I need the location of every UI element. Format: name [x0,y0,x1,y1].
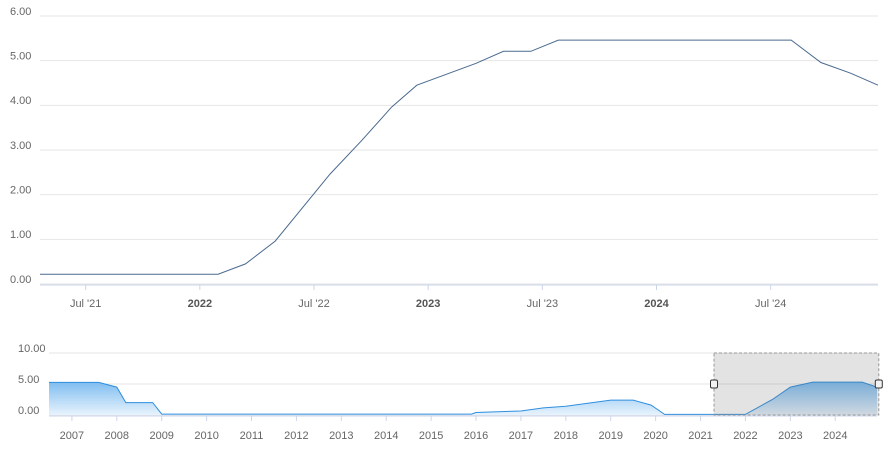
y-tick-label: 2.00 [10,185,31,197]
x-tick-label: 2024 [644,298,669,310]
navigator-handle[interactable] [710,379,719,389]
y-tick-label: 10.00 [18,343,46,355]
x-tick-label: 2024 [823,430,847,442]
x-tick-label: Jul '21 [70,298,101,310]
y-tick-label: 0.00 [18,405,39,417]
x-tick-label: 2018 [554,430,578,442]
navigator-handle[interactable] [874,379,883,389]
line-series [40,39,879,275]
y-tick-label: 5.00 [10,51,31,63]
y-tick-label: 3.00 [10,140,31,152]
y-tick-label: 6.00 [10,6,31,18]
x-tick-label: 2017 [509,430,533,442]
x-tick-label: 2022 [733,430,757,442]
x-tick-label: 2014 [374,430,398,442]
area-line [49,381,878,415]
x-tick-label: 2007 [60,430,84,442]
x-tick-label: 2010 [194,430,218,442]
x-tick-label: 2023 [778,430,802,442]
x-tick-label: 2015 [419,430,443,442]
x-tick-label: 2019 [598,430,622,442]
x-tick-label: Jul '24 [755,298,786,310]
x-tick-label: 2016 [464,430,488,442]
y-tick-label: 4.00 [10,95,31,107]
x-tick-label: 2012 [284,430,308,442]
x-tick-label: Jul '22 [298,298,329,310]
x-tick-label: 2011 [240,430,264,442]
area-fill [49,382,877,415]
x-tick-label: 2009 [149,430,173,442]
navigator-mask [713,352,880,416]
x-tick-label: Jul '23 [527,298,558,310]
x-tick-label: 2021 [688,430,712,442]
y-tick-label: 5.00 [18,374,39,386]
y-tick-label: 0.00 [10,274,31,286]
x-tick-label: 2023 [416,298,440,310]
x-tick-label: 2008 [105,430,129,442]
x-tick-label: 2022 [188,298,212,310]
y-tick-label: 1.00 [10,229,31,241]
x-tick-label: 2013 [329,430,353,442]
x-tick-label: 2020 [643,430,667,442]
